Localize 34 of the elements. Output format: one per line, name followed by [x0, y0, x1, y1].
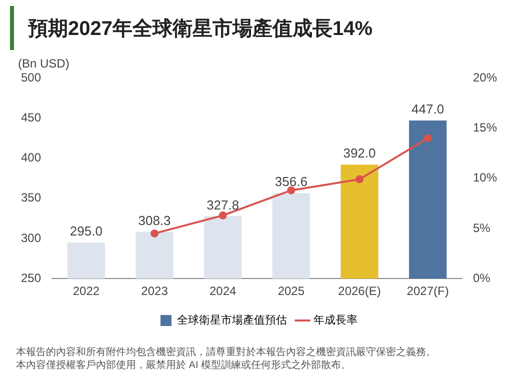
y-tick-label: 350: [20, 190, 42, 205]
text: 本內容僅授權客戶內部使用，嚴禁用於 AI 模型訓練或任何形式之外部散布。: [16, 359, 352, 372]
chart-title: 預期2027年全球衛星市場產值成長14%: [28, 16, 373, 42]
x-tick-label: 2023: [141, 284, 168, 298]
data-label: 295.0: [70, 224, 102, 239]
data-label: 327.8: [206, 197, 240, 212]
point: [218, 211, 227, 220]
x-tick-label: 2027(F): [406, 284, 449, 298]
data-label: 356.6: [274, 174, 308, 190]
x-tick-label: 2026(E): [338, 284, 381, 298]
y-tick-label: 250: [20, 270, 42, 285]
point: [355, 175, 364, 184]
x-tick-label: 2024: [209, 284, 237, 298]
y-tick-label: 450: [20, 110, 42, 124]
y2-tick-label: 5%: [472, 220, 491, 235]
data-label: 392.0: [343, 146, 376, 161]
legend-label: 年成長率: [314, 314, 358, 327]
y2-tick-label: 10%: [472, 170, 498, 185]
x-tick-label: 2025: [278, 284, 305, 298]
y-axis-title: (Bn USD): [18, 56, 70, 70]
data-label: 447.0: [412, 102, 444, 117]
point: [287, 186, 296, 194]
text: 本報告的內容和所有附件均包含機密資訊，請尊重對於本報告內容之機密資訊嚴守保密之義務。: [16, 346, 437, 359]
data-label: 308.3: [138, 212, 171, 228]
x-tick-label: 2022: [72, 284, 100, 298]
y-tick-label: 500: [20, 70, 42, 84]
y-tick-label: 400: [20, 150, 42, 165]
y-tick-label: 300: [20, 230, 42, 245]
point: [150, 229, 159, 238]
y2-tick-label: 15%: [472, 120, 498, 134]
y2-tick-label: 0%: [472, 270, 491, 285]
point: [424, 134, 432, 142]
y2-tick-label: 20%: [472, 70, 498, 84]
legend-label: 全球衛星市場產值預估: [177, 314, 287, 327]
